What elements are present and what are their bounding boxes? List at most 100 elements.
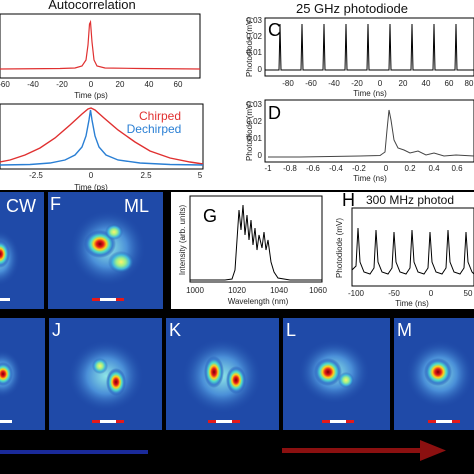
- svg-text:2.5: 2.5: [140, 171, 152, 180]
- svg-text:0.03: 0.03: [246, 16, 262, 25]
- blue-arrow-shaft: [0, 450, 148, 454]
- image-panel-m: M: [394, 318, 474, 430]
- legend-dechirped: Dechirped: [127, 122, 182, 136]
- panel-g: G Intensity (arb. units) 1000 1020 1040 …: [171, 192, 330, 309]
- svg-text:-40: -40: [328, 79, 340, 88]
- svg-text:0.03: 0.03: [246, 100, 262, 109]
- legend-chirped: Chirped: [139, 109, 181, 123]
- panel-a: Autocorrelation -60 -40 -20 0 20 40 60 T…: [0, 0, 201, 100]
- svg-text:-80: -80: [282, 79, 294, 88]
- panel-d-ylabel: Photodiode (mV): [245, 101, 254, 161]
- svg-text:60: 60: [445, 79, 454, 88]
- svg-text:-50: -50: [388, 289, 400, 298]
- svg-text:0.02: 0.02: [246, 117, 262, 126]
- panel-k-letter: K: [169, 320, 181, 340]
- svg-text:-60: -60: [0, 80, 10, 89]
- panel-g-xticks: 1000 1020 1040 1060: [186, 286, 327, 295]
- svg-text:0: 0: [384, 164, 389, 173]
- svg-text:0.4: 0.4: [428, 164, 440, 173]
- svg-text:20: 20: [399, 79, 408, 88]
- autocorrelation-trace: [0, 19, 201, 70]
- chirped-trace: [0, 107, 204, 165]
- panel-a-xlabel: Time (ps): [74, 91, 108, 100]
- panel-c-pulse-train: [265, 23, 474, 71]
- cw-label: CW: [6, 196, 36, 216]
- panel-h-xticks: -100 -50 0 50: [348, 289, 473, 298]
- svg-text:40: 40: [422, 79, 431, 88]
- svg-text:0.02: 0.02: [246, 32, 262, 41]
- ml-image-panel: F ML: [48, 192, 163, 309]
- svg-text:1000: 1000: [186, 286, 204, 295]
- panel-c-title: 25 GHz photodiode: [296, 1, 408, 16]
- panel-c: 25 GHz photodiode C Photodiode (mV) 0.03…: [245, 1, 474, 98]
- dechirped-trace: [0, 109, 204, 166]
- panel-d-letter: D: [268, 103, 281, 123]
- svg-text:0.01: 0.01: [246, 134, 262, 143]
- panel-l-letter: L: [286, 320, 296, 340]
- svg-text:0: 0: [429, 289, 434, 298]
- svg-text:0: 0: [258, 151, 263, 160]
- ml-scale-bar: [92, 298, 124, 301]
- svg-text:-0.4: -0.4: [329, 164, 343, 173]
- panel-b-xlabel: Time (ps): [74, 183, 108, 192]
- panel-h-letter: H: [342, 190, 355, 210]
- panel-j-letter: J: [52, 320, 61, 340]
- panel-a-title: Autocorrelation: [48, 0, 135, 12]
- svg-text:-20: -20: [351, 79, 363, 88]
- svg-text:0: 0: [89, 171, 94, 180]
- panel-d-xticks: -1 -0.8 -0.6 -0.4 -0.2 0 0.2 0.4 0.6: [264, 164, 463, 173]
- image-panel-j: J: [49, 318, 162, 430]
- panel-g-xlabel: Wavelength (nm): [228, 297, 289, 306]
- svg-text:1040: 1040: [270, 286, 288, 295]
- svg-text:-40: -40: [27, 80, 39, 89]
- row-separator-bottom: [0, 309, 474, 318]
- panel-c-axes: [264, 17, 474, 77]
- panel-m-letter: M: [397, 320, 412, 340]
- panel-d: D Photodiode (mV) 0.03 0.02 0.01 0 -1 -0…: [245, 99, 474, 183]
- svg-text:0: 0: [378, 79, 383, 88]
- panel-d-axes: [264, 99, 474, 163]
- svg-text:-60: -60: [305, 79, 317, 88]
- svg-text:-2.5: -2.5: [29, 171, 43, 180]
- svg-text:40: 40: [145, 80, 154, 89]
- svg-text:80: 80: [465, 79, 474, 88]
- image-panel-i: [0, 318, 45, 430]
- svg-text:5: 5: [198, 171, 203, 180]
- red-arrow-head: [420, 440, 446, 461]
- svg-text:-100: -100: [348, 289, 365, 298]
- svg-text:1060: 1060: [309, 286, 327, 295]
- panel-d-xlabel: Time (ns): [353, 174, 387, 183]
- svg-text:1020: 1020: [228, 286, 246, 295]
- row-separator-top: [0, 190, 474, 192]
- red-arrow-shaft: [282, 448, 422, 453]
- panel-c-xlabel: Time (ns): [353, 89, 387, 98]
- panel-c-xticks: -80 -60 -40 -20 0 20 40 60 80: [282, 79, 474, 88]
- panel-b-xticks: -2.5 0 2.5 5: [29, 171, 203, 180]
- cw-scale-bar: [0, 298, 10, 301]
- svg-text:-0.8: -0.8: [283, 164, 297, 173]
- ml-label: ML: [124, 196, 149, 216]
- panel-h-xlabel: Time (ns): [395, 299, 429, 308]
- svg-text:-20: -20: [56, 80, 68, 89]
- panel-h-pulse-train: [351, 227, 474, 275]
- svg-text:0: 0: [89, 80, 94, 89]
- svg-text:60: 60: [174, 80, 183, 89]
- panel-f-letter: F: [50, 194, 61, 214]
- cw-image-panel: CW: [0, 192, 44, 309]
- panel-d-pulse: [268, 109, 474, 158]
- svg-text:-0.6: -0.6: [306, 164, 320, 173]
- svg-text:0.01: 0.01: [246, 48, 262, 57]
- svg-text:0: 0: [258, 65, 263, 74]
- image-panel-l: L: [283, 318, 390, 430]
- svg-text:-1: -1: [264, 164, 272, 173]
- svg-text:0.6: 0.6: [451, 164, 463, 173]
- panel-c-letter: C: [268, 20, 281, 40]
- panel-g-letter: G: [203, 206, 217, 226]
- panel-c-yticks: 0.03 0.02 0.01 0: [246, 16, 262, 74]
- image-panel-k: K: [166, 318, 279, 430]
- panel-h-title: 300 MHz photod: [366, 193, 454, 207]
- spectrum-trace: [190, 204, 322, 281]
- panel-a-xticks: -60 -40 -20 0 20 40 60: [0, 80, 183, 89]
- svg-text:50: 50: [464, 289, 473, 298]
